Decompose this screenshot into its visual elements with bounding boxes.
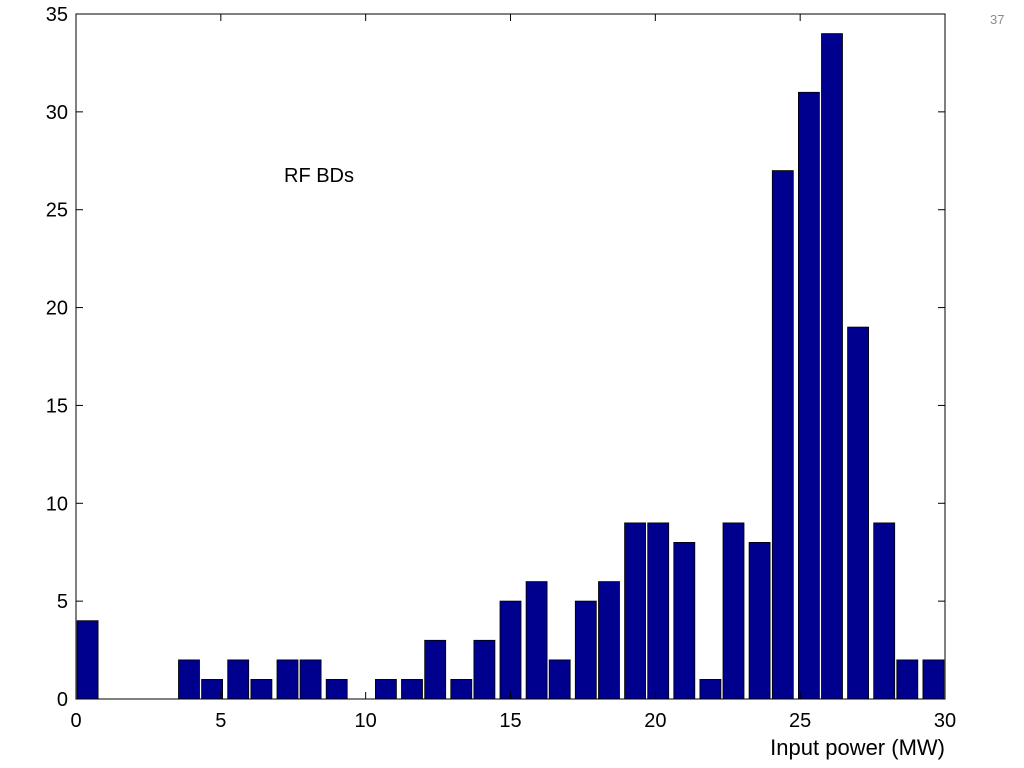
x-tick-label: 5 (215, 710, 226, 732)
bar-34 (922, 659, 945, 700)
bar-25 (699, 679, 722, 700)
bar-30 (821, 33, 843, 700)
bar-15 (450, 679, 473, 700)
x-tick-label: 0 (70, 710, 81, 732)
bar-19 (548, 659, 571, 700)
bar-22 (624, 522, 646, 700)
bar-26 (722, 522, 745, 700)
bar-0 (76, 620, 99, 700)
bar-31 (847, 326, 869, 700)
x-tick-label: 10 (355, 710, 377, 732)
y-tick-label: 35 (46, 4, 68, 26)
bar-28 (771, 170, 794, 700)
bar-7 (250, 679, 273, 700)
y-tick-label: 5 (57, 591, 68, 613)
y-tick-label: 30 (46, 102, 68, 124)
y-tick-label: 0 (57, 689, 68, 711)
y-tick-label: 10 (46, 493, 68, 515)
bar-13 (401, 679, 423, 700)
y-tick-label: 15 (46, 395, 68, 417)
bars-group (76, 33, 945, 700)
bar-20 (574, 600, 597, 700)
bar-14 (424, 639, 447, 700)
bar-33 (896, 659, 919, 700)
bar-23 (647, 522, 670, 700)
chart-annotation: RF BDs (284, 165, 354, 187)
bar-9 (299, 659, 322, 700)
bar-12 (374, 679, 397, 700)
x-tick-label: 15 (499, 710, 521, 732)
y-tick-label: 25 (46, 200, 68, 222)
y-tick-label: 20 (46, 298, 68, 320)
bar-6 (227, 659, 250, 700)
axes-group: 0 5 10 15 20 25 30 0 5 10 15 20 25 30 35 (46, 4, 956, 732)
slide-number: 37 (990, 12, 1005, 27)
bar-10 (325, 679, 348, 700)
x-axis-label: Input power (MW) (770, 735, 945, 760)
bar-27 (748, 542, 771, 700)
bar-5 (201, 679, 224, 700)
x-tick-label: 20 (644, 710, 666, 732)
bar-18 (525, 581, 548, 700)
bar-8 (276, 659, 299, 700)
bar-17 (499, 600, 522, 700)
bar-4 (178, 659, 200, 700)
bar-16 (473, 639, 496, 700)
bar-24 (673, 542, 696, 700)
bar-21 (598, 581, 620, 700)
bar-29 (798, 91, 820, 700)
x-tick-label: 25 (789, 710, 811, 732)
bar-32 (873, 522, 896, 700)
x-tick-label: 30 (934, 710, 956, 732)
